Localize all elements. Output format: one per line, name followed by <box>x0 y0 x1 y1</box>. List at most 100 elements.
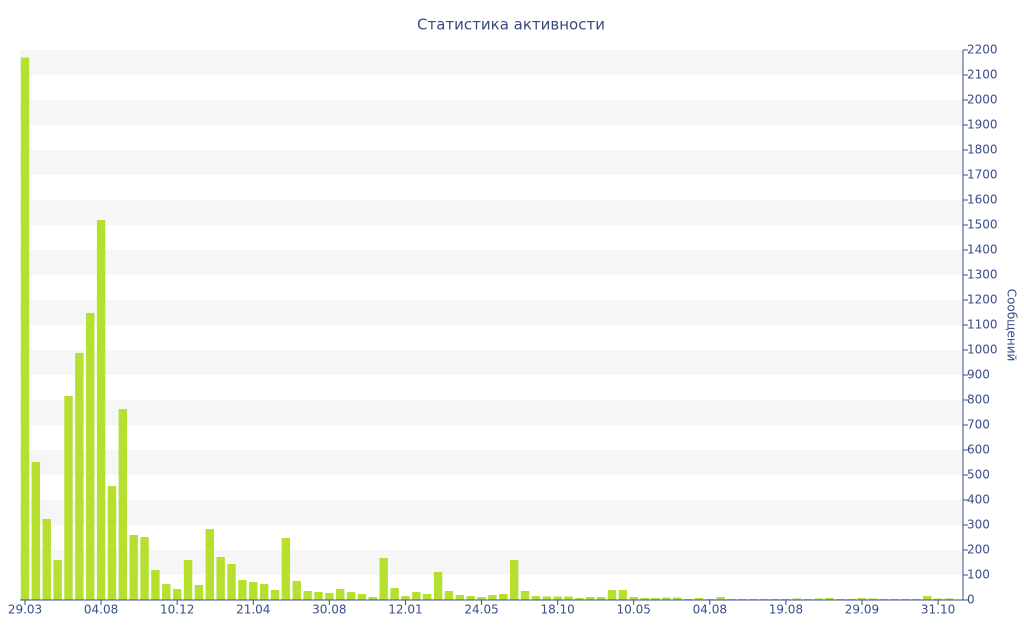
y-tick-label: 1400 <box>967 243 998 257</box>
bar <box>172 589 182 600</box>
x-tick-label: 24.05 <box>464 603 498 617</box>
y-tick-label: 500 <box>967 468 990 482</box>
bar <box>31 462 41 600</box>
bar <box>564 596 573 600</box>
bar <box>629 597 638 600</box>
grid-band <box>20 150 963 175</box>
bar <box>477 597 486 600</box>
x-tick-label: 19.08 <box>769 603 803 617</box>
bar <box>422 594 432 600</box>
bar <box>259 584 269 600</box>
y-tick-label: 1100 <box>967 318 998 332</box>
bar <box>596 597 606 600</box>
bar <box>281 538 291 600</box>
y-tick-label: 200 <box>967 543 990 557</box>
y-tick-label: 2100 <box>967 68 998 82</box>
bar <box>86 313 95 600</box>
x-tick-label: 18.10 <box>540 603 574 617</box>
x-tick-label: 21.04 <box>236 603 270 617</box>
bar <box>357 594 367 600</box>
y-tick-label: 1300 <box>967 268 998 282</box>
bar <box>368 597 378 600</box>
bar <box>118 409 128 600</box>
x-tick-label: 31.10 <box>921 603 955 617</box>
bar <box>509 560 519 600</box>
bar <box>542 596 551 600</box>
bar <box>151 570 160 600</box>
grid-band <box>20 350 963 375</box>
bar <box>618 590 628 600</box>
bar <box>325 593 334 600</box>
bar <box>944 598 954 600</box>
x-tick-label: 10.12 <box>160 603 194 617</box>
bar <box>64 396 73 600</box>
y-tick-label: 100 <box>967 568 990 582</box>
x-tick-label: 10.05 <box>617 603 651 617</box>
bar <box>792 598 801 600</box>
bar <box>401 596 410 600</box>
bar <box>140 537 149 600</box>
bar <box>825 598 834 600</box>
bar <box>694 598 704 600</box>
y-tick-label: 800 <box>967 393 990 407</box>
grid-band <box>20 200 963 225</box>
bar <box>96 220 106 600</box>
bar <box>531 596 541 600</box>
bar <box>336 589 345 600</box>
bar <box>607 590 617 600</box>
bar <box>575 598 584 600</box>
bar <box>292 581 301 600</box>
bar <box>129 535 138 600</box>
bar <box>107 486 117 600</box>
x-tick-label: 04.08 <box>84 603 118 617</box>
x-tick-label: 29.09 <box>845 603 879 617</box>
y-tick-label: 700 <box>967 418 990 432</box>
bar <box>455 595 464 600</box>
y-axis-label: Сообщений <box>1005 289 1019 362</box>
grid-band <box>20 250 963 275</box>
grid-band <box>20 400 963 425</box>
grid-band <box>20 300 963 325</box>
bar <box>238 580 247 600</box>
y-tick-label: 1700 <box>967 168 998 182</box>
bar <box>651 598 660 600</box>
grid-band <box>20 450 963 475</box>
bar <box>553 596 562 600</box>
bar <box>933 598 943 600</box>
x-tick-label: 29.03 <box>8 603 42 617</box>
bar <box>444 591 454 600</box>
bar <box>390 588 399 600</box>
bar <box>162 584 171 600</box>
y-tick-label: 1000 <box>967 343 998 357</box>
y-tick-label: 400 <box>967 493 990 507</box>
y-tick-label: 1200 <box>967 293 998 307</box>
bar <box>183 560 193 600</box>
bar <box>499 594 508 600</box>
bar <box>640 598 649 600</box>
x-tick-label: 04.08 <box>693 603 727 617</box>
y-tick-label: 2000 <box>967 93 998 107</box>
bar <box>716 597 725 600</box>
bar <box>314 592 323 600</box>
grid-band <box>20 500 963 525</box>
grid-band <box>20 550 963 575</box>
bar <box>20 57 30 600</box>
bar <box>53 560 62 600</box>
bar <box>379 558 388 600</box>
y-tick-label: 0 <box>967 593 975 607</box>
bar <box>270 590 280 600</box>
bar <box>303 591 312 600</box>
bar <box>346 592 356 600</box>
bar <box>488 595 497 600</box>
x-tick-label: 30.08 <box>312 603 346 617</box>
bar <box>857 598 867 600</box>
chart-title: Статистика активности <box>417 16 605 34</box>
bar <box>249 582 258 600</box>
y-tick-label: 2200 <box>967 43 998 57</box>
bar <box>520 591 530 600</box>
bar <box>75 353 84 600</box>
y-tick-label: 1600 <box>967 193 998 207</box>
bar <box>662 597 671 600</box>
